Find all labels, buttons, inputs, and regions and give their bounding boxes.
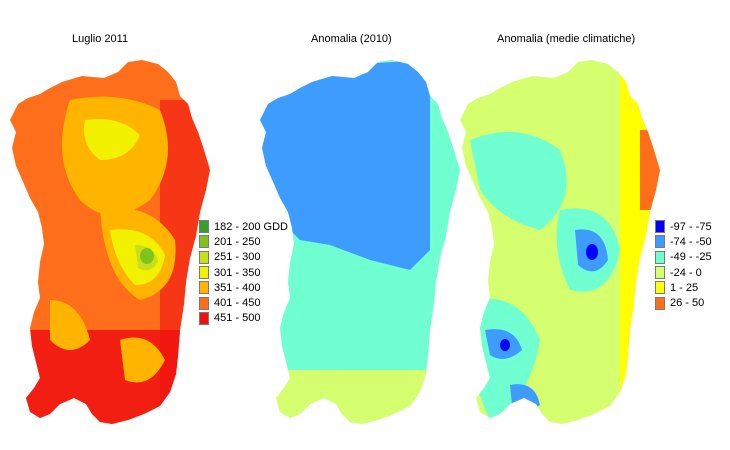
legend-anomaly-item: 26 - 50 [655, 295, 712, 310]
legend-gdd-label: 351 - 400 [214, 281, 261, 294]
legend-gdd-item: 182 - 200 GDD [199, 219, 288, 234]
legend-gdd: 182 - 200 GDD 201 - 250 251 - 300 301 - 350… [199, 219, 288, 326]
legend-anomaly-swatch [655, 235, 665, 249]
legend-anomaly-item: -24 - 0 [655, 265, 712, 280]
legend-gdd-item: 401 - 450 [199, 295, 288, 310]
legend-anomaly-label: -49 - -25 [670, 251, 712, 264]
legend-gdd-item: 201 - 250 [199, 234, 288, 249]
legend-gdd-label: 201 - 250 [214, 235, 261, 248]
legend-gdd-item: 301 - 350 [199, 265, 288, 280]
legend-anomaly-swatch [655, 281, 665, 295]
map-anomaly-climate [460, 60, 660, 424]
map-gdd-july-2011 [10, 60, 210, 424]
legend-gdd-label: 401 - 450 [214, 297, 261, 310]
map-title-july-2011: Luglio 2011 [72, 33, 129, 45]
legend-gdd-label: 301 - 350 [214, 266, 261, 279]
legend-anomaly-label: -24 - 0 [670, 266, 702, 279]
legend-gdd-label: 182 - 200 GDD [214, 220, 288, 233]
legend-anomaly-label: -74 - -50 [670, 235, 712, 248]
legend-anomaly-label: 1 - 25 [670, 281, 699, 294]
legend-anomaly-item: -74 - -50 [655, 234, 712, 249]
legend-gdd-swatch [199, 311, 209, 325]
legend-anomaly-swatch [655, 266, 665, 280]
legend-anomaly-item: -97 - -75 [655, 219, 712, 234]
legend-anomaly-label: -97 - -75 [670, 220, 712, 233]
legend-gdd-item: 351 - 400 [199, 280, 288, 295]
legend-gdd-swatch [199, 266, 209, 280]
legend-gdd-swatch [199, 281, 209, 295]
legend-anomaly-swatch [655, 220, 665, 234]
legend-gdd-swatch [199, 235, 209, 249]
legend-anomaly-swatch [655, 296, 665, 310]
legend-anomaly: -97 - -75 -74 - -50 -49 - -25 -24 - 0 1 - 25… [655, 219, 712, 311]
legend-anomaly-label: 26 - 50 [670, 297, 705, 310]
map-title-anomaly-2010: Anomalia (2010) [311, 33, 392, 45]
legend-anomaly-swatch [655, 250, 665, 264]
legend-anomaly-item: -49 - -25 [655, 250, 712, 265]
legend-gdd-label: 451 - 500 [214, 312, 261, 325]
legend-gdd-swatch [199, 250, 209, 264]
legend-gdd-swatch [199, 220, 209, 234]
legend-gdd-swatch [199, 296, 209, 310]
legend-anomaly-item: 1 - 25 [655, 280, 712, 295]
legend-gdd-label: 251 - 300 [214, 251, 261, 264]
legend-gdd-item: 251 - 300 [199, 250, 288, 265]
legend-gdd-item: 451 - 500 [199, 311, 288, 326]
map-title-anomaly-climate: Anomalia (medie climatiche) [497, 33, 636, 45]
